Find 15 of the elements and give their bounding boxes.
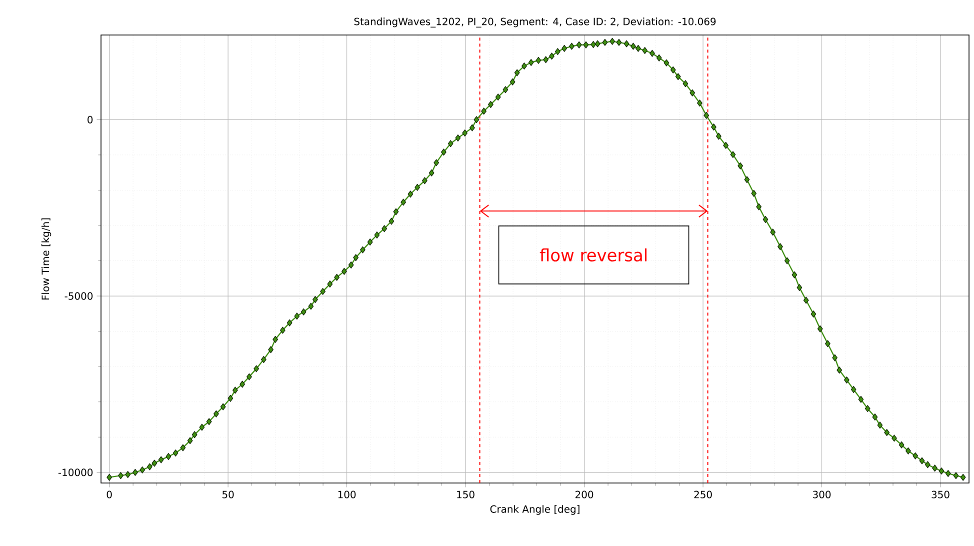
x-tick-label: 200 — [576, 490, 594, 498]
x-tick-label: 150 — [457, 490, 474, 498]
chart-title: StandingWaves_1202, PI_20, Segment: 4, Case ID: 2, Deviation: -10.069 — [354, 18, 716, 28]
y-axis-title: Flow Time [kg/h] — [41, 218, 52, 300]
x-tick-label: 350 — [932, 490, 950, 498]
y-tick-label: 0 — [88, 116, 93, 124]
x-tick-label: 50 — [222, 490, 234, 498]
annotation: flow reversal — [540, 248, 647, 262]
x-axis-title: Crank Angle [deg] — [490, 505, 580, 515]
x-tick-label: 100 — [338, 490, 356, 498]
x-tick-label: 250 — [694, 490, 712, 498]
x-tick-label: 0 — [106, 490, 112, 498]
y-tick-label: -10000 — [58, 468, 93, 476]
y-tick-label: -5000 — [64, 292, 93, 300]
x-tick-label: 300 — [813, 490, 831, 498]
